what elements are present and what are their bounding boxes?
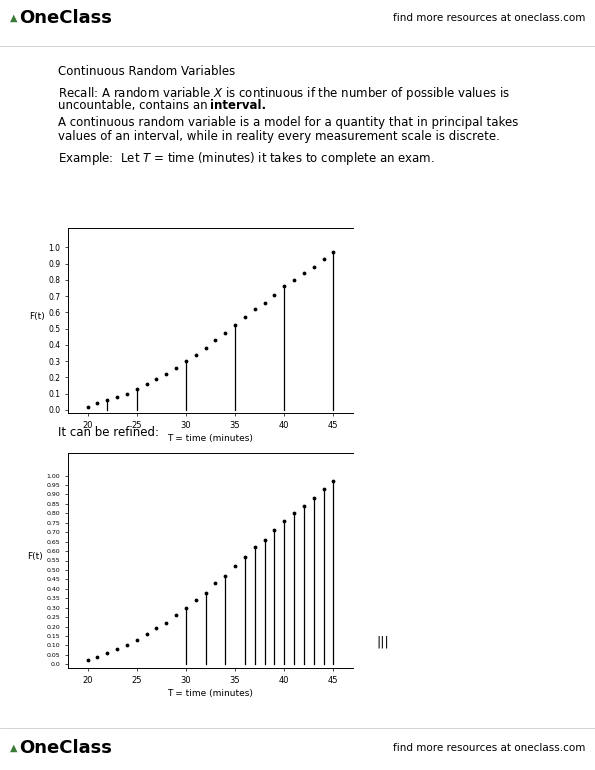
- Text: Recall: A random variable $X$ is continuous if the number of possible values is: Recall: A random variable $X$ is continu…: [58, 85, 510, 102]
- Text: OneClass: OneClass: [19, 9, 112, 27]
- Y-axis label: F(t): F(t): [29, 312, 45, 320]
- Text: It can be refined:: It can be refined:: [58, 427, 159, 440]
- Text: find more resources at oneclass.com: find more resources at oneclass.com: [393, 13, 585, 23]
- Y-axis label: F(t): F(t): [27, 551, 43, 561]
- Text: |||: |||: [376, 636, 389, 649]
- Text: OneClass: OneClass: [19, 739, 112, 757]
- Text: uncountable, contains an: uncountable, contains an: [58, 99, 211, 112]
- Text: find more resources at oneclass.com: find more resources at oneclass.com: [393, 743, 585, 753]
- Text: Continuous Random Variables: Continuous Random Variables: [58, 65, 235, 78]
- Text: ▲: ▲: [10, 743, 17, 753]
- Text: interval.: interval.: [210, 99, 266, 112]
- X-axis label: T = time (minutes): T = time (minutes): [168, 434, 253, 443]
- Text: ▲: ▲: [10, 13, 17, 23]
- Text: A continuous random variable is a model for a quantity that in principal takes: A continuous random variable is a model …: [58, 116, 518, 129]
- Text: Example:  Let $T$ = time (minutes) it takes to complete an exam.: Example: Let $T$ = time (minutes) it tak…: [58, 150, 435, 167]
- X-axis label: T = time (minutes): T = time (minutes): [168, 689, 253, 698]
- Text: values of an interval, while in reality every measurement scale is discrete.: values of an interval, while in reality …: [58, 130, 500, 143]
